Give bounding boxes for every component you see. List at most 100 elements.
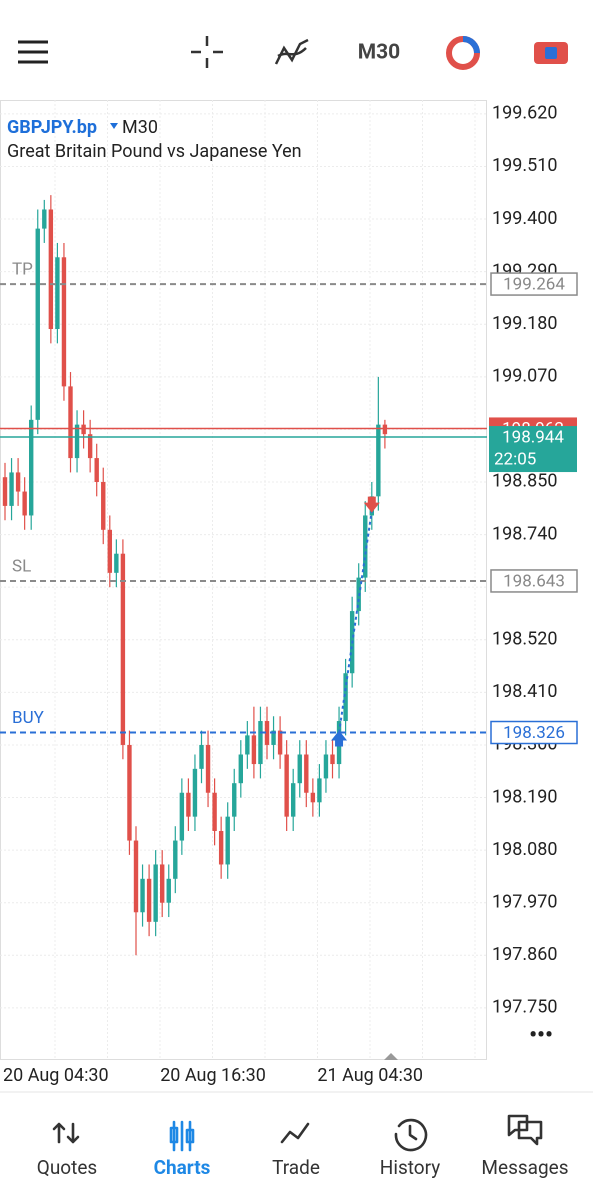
candle-body — [186, 792, 191, 817]
nav-label[interactable]: Quotes — [37, 1156, 97, 1179]
y-tick-label: 198.740 — [492, 523, 557, 544]
candle-body — [81, 424, 86, 435]
nav-label[interactable]: Trade — [272, 1156, 320, 1179]
symbol-dropdown[interactable] — [110, 123, 118, 129]
y-tick-label: 198.410 — [492, 681, 557, 702]
candle-body — [61, 257, 67, 387]
candle-body — [271, 730, 276, 745]
candle-body — [120, 553, 126, 745]
candle-body — [74, 424, 80, 459]
candle-body — [179, 792, 185, 841]
candle-body — [35, 228, 40, 420]
y-tick-label: 198.520 — [492, 629, 557, 650]
timeframe-button[interactable]: M30 — [358, 41, 400, 65]
y-tick-label: 199.180 — [492, 313, 557, 334]
candle-body — [363, 515, 368, 578]
level-price: 198.326 — [503, 723, 565, 743]
candle-body — [146, 878, 152, 922]
candle-body — [304, 754, 309, 793]
x-tick-label: 20 Aug 04:30 — [3, 1065, 109, 1086]
chart-timeframe: M30 — [122, 117, 158, 138]
candle-body — [107, 529, 112, 573]
scroll-marker — [384, 1053, 398, 1060]
level-name: TP — [12, 260, 33, 280]
candle-body — [173, 840, 178, 879]
candle-body — [212, 792, 217, 831]
y-tick-label: 198.190 — [492, 786, 557, 807]
candle-body — [101, 481, 106, 530]
candle-body — [9, 472, 14, 506]
candle-body — [166, 878, 171, 903]
y-tick-label: 197.860 — [492, 944, 557, 965]
level-name: BUY — [12, 708, 45, 728]
candle-body — [258, 721, 263, 765]
candle-body — [29, 419, 34, 516]
candle-body — [284, 754, 289, 817]
candle-body — [133, 840, 139, 913]
y-tick-label: 199.510 — [492, 155, 557, 176]
level-name: SL — [12, 556, 31, 576]
candle-body — [251, 735, 257, 765]
candle-body — [160, 864, 165, 903]
candle-body — [277, 730, 283, 755]
candle-body — [15, 472, 21, 492]
candle-body — [382, 424, 388, 435]
candle-body — [2, 477, 8, 506]
one-click-button[interactable] — [534, 42, 568, 64]
indicators-button[interactable] — [274, 38, 309, 65]
candle-body — [68, 386, 73, 459]
nav-icon[interactable] — [280, 1122, 310, 1144]
bottom-nav: Quotes Charts Trade History Messages — [37, 1114, 569, 1179]
nav-icon[interactable] — [52, 1122, 80, 1144]
y-tick-label: 197.970 — [492, 891, 557, 912]
candle-body — [192, 768, 198, 817]
more-button[interactable]: ••• — [529, 1023, 553, 1048]
level-price: 199.264 — [503, 275, 565, 295]
trade-button[interactable] — [446, 36, 480, 70]
nav-icon[interactable] — [507, 1114, 543, 1146]
candle-body — [317, 778, 322, 803]
candle-body — [205, 744, 211, 793]
x-tick-label: 20 Aug 16:30 — [160, 1065, 266, 1086]
candle-body — [153, 864, 158, 922]
nav-label[interactable]: History — [380, 1156, 440, 1179]
x-tick-label: 21 Aug 04:30 — [317, 1065, 423, 1086]
y-tick-label: 197.750 — [492, 997, 557, 1018]
candle-body — [232, 783, 237, 817]
y-tick-label: 199.070 — [492, 366, 557, 387]
y-tick-label: 198.080 — [492, 839, 557, 860]
candle-body — [114, 553, 119, 573]
crosshair-button[interactable] — [191, 36, 223, 68]
symbol-description: Great Britain Pound vs Japanese Yen — [7, 141, 302, 162]
candle-body — [22, 491, 27, 516]
sell-arrow — [363, 496, 380, 513]
y-tick-label: 199.400 — [492, 208, 557, 229]
nav-icon[interactable] — [394, 1118, 428, 1152]
candle-body — [48, 209, 54, 330]
candle-body — [245, 735, 250, 755]
y-tick-label: 199.620 — [492, 103, 557, 124]
candle-body — [297, 754, 302, 784]
candle-body — [376, 424, 381, 497]
nav-label[interactable]: Messages — [481, 1156, 568, 1179]
nav-label[interactable]: Charts — [154, 1156, 211, 1179]
level-price-box — [490, 569, 578, 593]
nav-icon[interactable] — [169, 1120, 195, 1152]
candle-body — [225, 816, 230, 865]
level-price-box — [490, 272, 578, 296]
level-price: 198.643 — [503, 571, 565, 591]
candle-body — [87, 434, 93, 459]
y-tick-label: 198.850 — [492, 471, 557, 492]
candle-body — [238, 754, 243, 784]
buy-arrow — [331, 730, 348, 747]
plot: 199.620199.510199.400199.290199.180199.0… — [0, 100, 578, 1086]
candle-body — [291, 783, 296, 817]
candle-body — [343, 673, 348, 722]
menu-button[interactable] — [18, 40, 48, 64]
symbol[interactable]: GBPJPY.bp — [7, 117, 97, 138]
bar-countdown: 22:05 — [494, 450, 536, 470]
bid-price: 198.944 — [502, 428, 564, 448]
candle-body — [127, 744, 132, 841]
